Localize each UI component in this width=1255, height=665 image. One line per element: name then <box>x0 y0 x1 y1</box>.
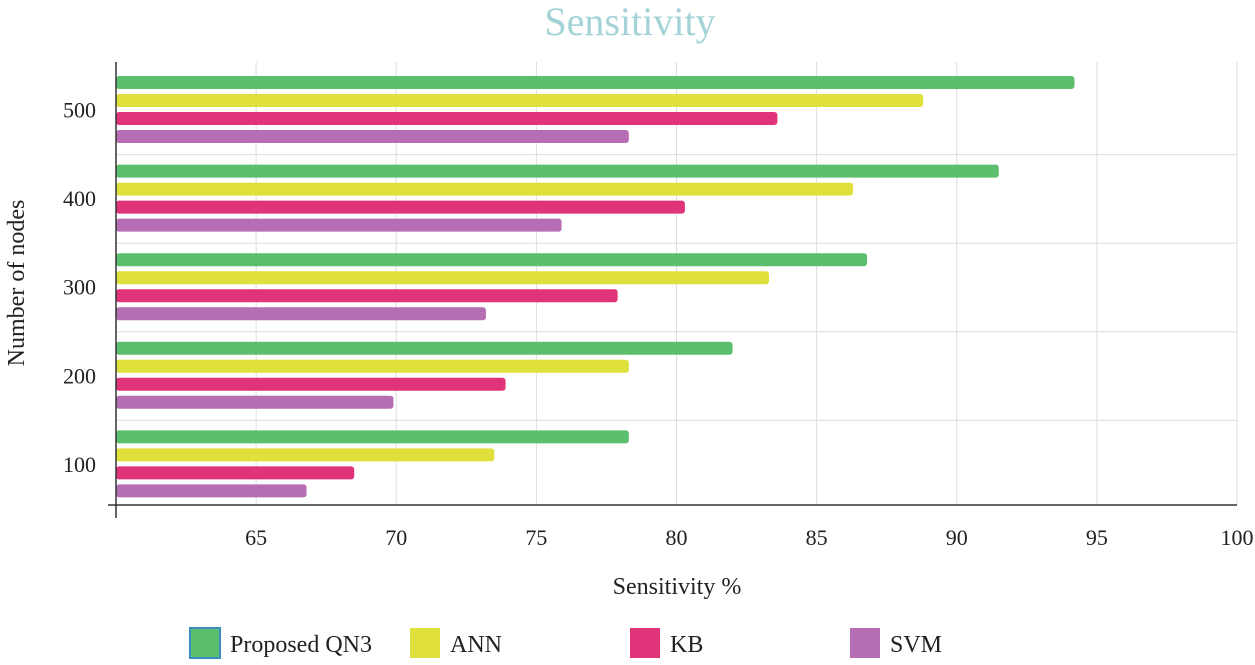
bar <box>116 289 618 303</box>
y-tick-label: 400 <box>63 186 96 211</box>
x-tick-label: 95 <box>1086 525 1108 550</box>
bars <box>116 76 1075 498</box>
bar <box>116 484 307 498</box>
bar <box>116 112 778 125</box>
bar <box>116 182 854 196</box>
bar <box>116 271 769 285</box>
bar <box>116 130 629 143</box>
bar <box>116 307 486 321</box>
legend-label: KB <box>670 632 703 658</box>
legend-swatch <box>189 627 221 659</box>
x-axis-label: Sensitivity % <box>613 574 742 600</box>
bar <box>116 341 733 355</box>
y-axis-label: Number of nodes <box>4 200 30 367</box>
bar <box>116 466 355 480</box>
bar <box>116 430 629 444</box>
x-tick-label: 90 <box>946 525 968 550</box>
grid <box>116 62 1238 505</box>
y-tick-label: 100 <box>63 452 96 477</box>
y-tick-label: 200 <box>63 363 96 388</box>
bar <box>116 218 562 232</box>
bar <box>116 377 506 391</box>
x-tick-label: 100 <box>1221 525 1254 550</box>
x-tick-label: 75 <box>525 525 547 550</box>
x-tick-label: 85 <box>806 525 828 550</box>
legend-swatch <box>850 628 880 658</box>
legend-label: ANN <box>450 632 502 658</box>
legend-swatch <box>410 628 440 658</box>
bar <box>116 76 1075 89</box>
chart-title: Sensitivity <box>544 0 715 44</box>
y-tick-label: 500 <box>63 98 96 123</box>
x-tick-label: 65 <box>245 525 267 550</box>
x-tick-label: 70 <box>385 525 407 550</box>
bar <box>116 94 924 107</box>
bar <box>116 448 495 462</box>
bar <box>116 164 999 178</box>
axes <box>108 62 1237 518</box>
bar <box>116 253 868 267</box>
tick-labels: 65 70 75 80 85 90 95 100 500 400 300 200 100 <box>63 98 1254 551</box>
x-tick-label: 80 <box>666 525 688 550</box>
legend-swatch <box>630 628 660 658</box>
legend: Proposed QN3 ANN KB SVM <box>189 627 942 659</box>
bar <box>116 200 685 214</box>
bar <box>116 395 394 409</box>
bar <box>116 359 629 373</box>
legend-label: SVM <box>890 632 942 658</box>
y-tick-label: 300 <box>63 275 96 300</box>
legend-label: Proposed QN3 <box>230 632 372 658</box>
